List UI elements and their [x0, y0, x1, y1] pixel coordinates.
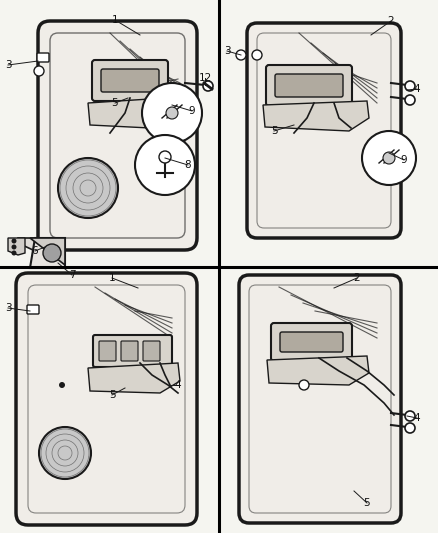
Circle shape — [405, 411, 415, 421]
Circle shape — [142, 83, 202, 143]
Text: 3: 3 — [224, 46, 230, 56]
FancyBboxPatch shape — [280, 332, 343, 352]
Polygon shape — [267, 356, 369, 385]
Text: 3: 3 — [5, 303, 11, 313]
Text: 6: 6 — [32, 246, 38, 256]
Circle shape — [166, 107, 178, 119]
Text: 5: 5 — [112, 98, 118, 108]
Circle shape — [11, 238, 17, 244]
FancyBboxPatch shape — [16, 273, 197, 525]
Polygon shape — [30, 238, 65, 268]
Text: 4: 4 — [413, 413, 420, 423]
Circle shape — [11, 251, 17, 255]
Circle shape — [405, 81, 415, 91]
Circle shape — [252, 50, 262, 60]
Circle shape — [236, 50, 246, 60]
Text: 5: 5 — [109, 390, 115, 400]
Text: 1: 1 — [112, 15, 118, 25]
Circle shape — [405, 423, 415, 433]
FancyBboxPatch shape — [271, 323, 352, 361]
Circle shape — [405, 95, 415, 105]
FancyBboxPatch shape — [93, 335, 172, 367]
Polygon shape — [263, 101, 369, 131]
FancyBboxPatch shape — [275, 74, 343, 97]
FancyBboxPatch shape — [38, 21, 197, 250]
Circle shape — [58, 158, 118, 218]
Text: 4: 4 — [175, 380, 181, 390]
Circle shape — [159, 151, 171, 163]
Text: 1: 1 — [109, 273, 115, 283]
Circle shape — [203, 81, 213, 91]
Text: 2: 2 — [354, 273, 360, 283]
Circle shape — [39, 427, 91, 479]
FancyBboxPatch shape — [99, 341, 116, 361]
FancyBboxPatch shape — [266, 65, 352, 106]
Text: 9: 9 — [401, 155, 407, 165]
Circle shape — [383, 152, 395, 164]
FancyBboxPatch shape — [37, 53, 49, 62]
Polygon shape — [30, 238, 65, 265]
Text: 12: 12 — [198, 73, 212, 83]
Circle shape — [43, 244, 61, 262]
Text: 8: 8 — [185, 160, 191, 170]
FancyBboxPatch shape — [143, 341, 160, 361]
FancyBboxPatch shape — [27, 305, 39, 314]
FancyBboxPatch shape — [121, 341, 138, 361]
Circle shape — [135, 135, 195, 195]
Text: 7: 7 — [69, 270, 75, 280]
Circle shape — [59, 382, 65, 388]
Polygon shape — [88, 98, 168, 128]
Text: 4: 4 — [413, 84, 420, 94]
FancyBboxPatch shape — [92, 60, 168, 101]
Text: 3: 3 — [5, 60, 11, 70]
Polygon shape — [8, 238, 25, 255]
Circle shape — [11, 245, 17, 249]
Circle shape — [299, 380, 309, 390]
FancyBboxPatch shape — [239, 275, 401, 523]
Text: 5: 5 — [271, 126, 277, 136]
FancyBboxPatch shape — [247, 23, 401, 238]
Polygon shape — [88, 363, 180, 393]
FancyBboxPatch shape — [101, 69, 159, 92]
Text: 2: 2 — [388, 16, 394, 26]
Polygon shape — [18, 238, 65, 265]
Text: 5: 5 — [364, 498, 370, 508]
Circle shape — [362, 131, 416, 185]
Circle shape — [34, 66, 44, 76]
Text: 9: 9 — [189, 106, 195, 116]
